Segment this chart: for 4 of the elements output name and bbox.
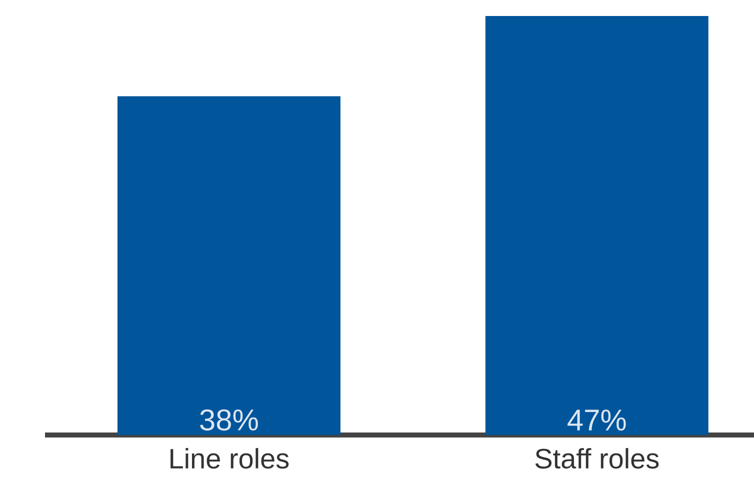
data-label: 47% [568,410,626,431]
x-tick-label: Staff roles [535,448,659,469]
x-tick-label: Line roles [170,448,289,469]
data-label: 38% [200,409,258,431]
